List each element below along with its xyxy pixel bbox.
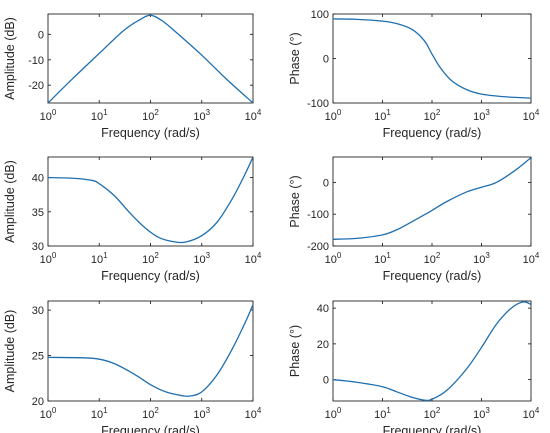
x-tick-label: 104 [523,108,540,123]
x-tick-label: 103 [193,406,210,421]
y-tick-label: -100 [307,209,329,221]
subplot-6: 100 101 102 103 104 0 20 40 Frequency (rad/s) Pha… [288,300,540,433]
x-tick-label: 103 [473,406,490,421]
series-line [48,304,253,397]
x-axis-label: Frequency (rad/s) [383,424,482,433]
x-axis-label: Frequency (rad/s) [383,269,482,283]
x-tick-label: 101 [91,406,108,421]
x-axis-label: Frequency (rad/s) [383,126,482,140]
x-tick-label: 102 [424,251,441,266]
series-line [48,14,253,104]
x-tick-label: 104 [245,108,262,123]
y-tick-label: -20 [28,80,44,92]
y-axis-label: Amplitude (dB) [3,17,17,100]
x-tick-label: 102 [142,108,159,123]
y-tick-label: 40 [32,173,44,185]
subplot-5: 100 101 102 103 104 20 25 30 Frequency (rad/s) Am… [3,300,262,433]
subplot-3: 100 101 102 103 104 30 35 40 Frequency (rad/s) Am… [3,156,262,283]
x-tick-label: 100 [40,108,57,123]
y-axis-label: Phase (°) [288,325,302,377]
x-tick-label: 102 [424,406,441,421]
y-tick-label: 100 [311,9,329,21]
x-tick-label: 100 [40,251,57,266]
plot-area [332,156,532,247]
y-axis-label: Phase (°) [288,175,302,227]
plot-area [332,13,532,104]
x-tick-label: 100 [325,251,342,266]
x-tick-label: 102 [142,406,159,421]
x-axis-label: Frequency (rad/s) [101,424,200,433]
y-tick-label: 35 [32,207,44,219]
x-tick-label: 104 [245,251,262,266]
x-axis-label: Frequency (rad/s) [101,269,200,283]
x-tick-label: 101 [91,251,108,266]
y-tick-label: 40 [317,303,329,315]
series-line [333,301,531,402]
y-tick-label: 20 [32,396,44,408]
plot-area [47,13,254,104]
y-tick-label: 0 [38,29,44,41]
x-tick-label: 101 [374,406,391,421]
plot-area [332,300,532,402]
y-tick-label: 30 [32,241,44,253]
y-tick-label: 30 [32,305,44,317]
y-tick-label: 25 [32,351,44,363]
subplot-1: 100 101 102 103 104 -20 -10 0 Frequency (rad/s) A… [3,13,262,140]
x-tick-label: 104 [245,406,262,421]
y-tick-label: -10 [28,55,44,67]
subplot-2: 100 101 102 103 104 -100 0 100 Frequency (rad/s)… [288,9,540,140]
series-line [333,18,531,99]
y-tick-label: 20 [317,339,329,351]
x-tick-label: 103 [193,108,210,123]
x-tick-label: 101 [374,108,391,123]
y-tick-label: 0 [323,177,329,189]
x-tick-label: 100 [325,406,342,421]
x-tick-label: 100 [40,406,57,421]
subplot-4: 100 101 102 103 104 -200 -100 0 Frequency (rad/s… [288,156,540,283]
plot-area [47,300,254,402]
x-tick-label: 100 [325,108,342,123]
x-tick-label: 102 [142,251,159,266]
y-tick-label: -200 [307,241,329,253]
x-axis-label: Frequency (rad/s) [101,126,200,140]
x-tick-label: 104 [523,251,540,266]
y-axis-label: Amplitude (dB) [3,160,17,243]
x-tick-label: 103 [473,251,490,266]
y-axis-label: Phase (°) [288,32,302,84]
series-line [333,157,531,240]
y-axis-label: Amplitude (dB) [3,310,17,393]
y-tick-label: 0 [323,375,329,387]
series-line [48,156,253,244]
x-tick-label: 101 [91,108,108,123]
x-tick-label: 104 [523,406,540,421]
x-tick-label: 103 [193,251,210,266]
x-tick-label: 102 [424,108,441,123]
x-tick-label: 103 [473,108,490,123]
y-tick-label: -100 [307,98,329,110]
x-tick-label: 101 [374,251,391,266]
y-tick-label: 0 [323,54,329,66]
